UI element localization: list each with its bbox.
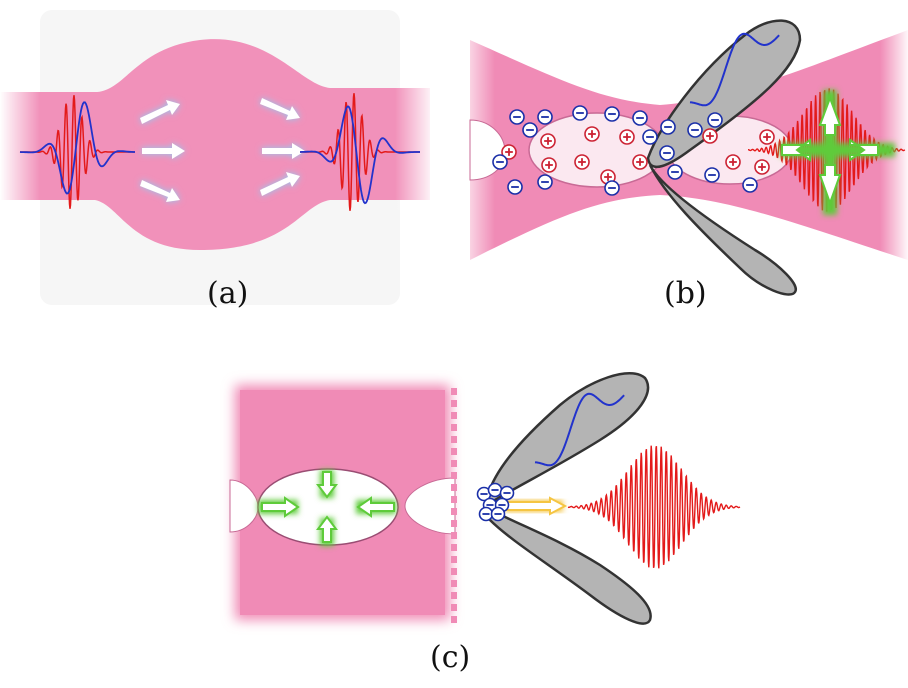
electron-icon bbox=[659, 145, 675, 161]
wave-blue-b bbox=[689, 32, 780, 107]
electron-icon bbox=[660, 119, 676, 135]
arrow-icon bbox=[140, 180, 180, 202]
boundary-dash bbox=[451, 580, 457, 587]
boundary-dash bbox=[451, 520, 457, 527]
arrow-icon bbox=[849, 138, 879, 162]
boundary-dash bbox=[451, 472, 457, 479]
arrow-icon bbox=[140, 100, 180, 124]
boundary-dash bbox=[451, 568, 457, 575]
boundary-dash bbox=[451, 592, 457, 599]
arrow-icon bbox=[142, 143, 185, 159]
ion-icon bbox=[759, 129, 775, 145]
electron-icon bbox=[509, 109, 525, 125]
arrow-icon bbox=[262, 143, 305, 159]
wave-blue-left bbox=[19, 101, 135, 195]
arrow-icon bbox=[260, 172, 300, 196]
ion-icon bbox=[702, 128, 718, 144]
ion-icon bbox=[540, 133, 556, 149]
ion-icon bbox=[725, 154, 741, 170]
boundary-dash bbox=[451, 424, 457, 431]
wave-blue-c bbox=[534, 392, 625, 467]
boundary-dash bbox=[451, 496, 457, 503]
electron-icon bbox=[487, 482, 503, 498]
panel-c bbox=[229, 371, 741, 625]
arrow-icon-group-a bbox=[140, 98, 305, 202]
ion-icon bbox=[541, 157, 557, 173]
electron-beam-icon bbox=[504, 496, 568, 516]
boundary-dash bbox=[451, 616, 457, 623]
ion-icon bbox=[574, 154, 590, 170]
electron-icon bbox=[707, 112, 723, 128]
wave-blue-right bbox=[300, 105, 420, 205]
laser-beam-lower-b bbox=[648, 164, 797, 296]
electron-icon bbox=[490, 506, 506, 522]
electron-icon bbox=[687, 122, 703, 138]
electron-icon bbox=[478, 506, 494, 522]
electron-icon bbox=[537, 109, 553, 125]
electron-icon bbox=[632, 110, 648, 126]
arrow-icon bbox=[260, 98, 300, 120]
arrow-icon bbox=[316, 515, 338, 543]
green-arrow-group-b bbox=[780, 90, 895, 215]
ion-icon bbox=[632, 154, 648, 170]
arrow-icon bbox=[818, 95, 842, 136]
panel-c-label: (c) bbox=[430, 640, 471, 675]
boundary-dash bbox=[451, 412, 457, 419]
ion-group-b bbox=[501, 126, 775, 185]
arrow-icon bbox=[781, 137, 811, 163]
electron-icon bbox=[642, 129, 658, 145]
boundary-dash bbox=[451, 532, 457, 539]
panel-a-label: (a) bbox=[207, 276, 249, 311]
electron-icon bbox=[507, 179, 523, 195]
green-arrow-group-c bbox=[258, 470, 396, 546]
laser-beam-lower-c bbox=[486, 510, 652, 625]
boundary-dash bbox=[451, 604, 457, 611]
arrow-icon bbox=[356, 496, 395, 518]
boundary-dash bbox=[451, 508, 457, 515]
boundary-dash bbox=[451, 544, 457, 551]
boundary-dash bbox=[451, 388, 457, 395]
laser-beam-upper-b bbox=[646, 19, 802, 169]
boundary-dash bbox=[451, 400, 457, 407]
plasma-channel-a bbox=[0, 39, 430, 251]
panel-b-label: (b) bbox=[664, 276, 707, 311]
ion-icon bbox=[754, 159, 770, 175]
boundary-dash bbox=[451, 436, 457, 443]
electron-icon bbox=[499, 485, 515, 501]
ion-icon bbox=[501, 144, 517, 160]
panel-b bbox=[455, 19, 908, 296]
electron-icon bbox=[522, 122, 538, 138]
arrow-icon bbox=[316, 471, 338, 499]
arrow-icon bbox=[261, 496, 300, 518]
plasma-boundary-dashes bbox=[451, 388, 457, 623]
electron-icon bbox=[604, 180, 620, 196]
electron-icon bbox=[604, 106, 620, 122]
ion-icon bbox=[619, 129, 635, 145]
electron-bunch-c bbox=[476, 482, 515, 522]
boundary-dash bbox=[451, 484, 457, 491]
electron-group-b bbox=[492, 105, 758, 196]
electron-icon bbox=[704, 167, 720, 183]
electron-icon bbox=[572, 105, 588, 121]
electron-icon bbox=[492, 154, 508, 170]
boundary-dash bbox=[451, 448, 457, 455]
arrow-icon bbox=[818, 164, 842, 206]
boundary-dash bbox=[451, 556, 457, 563]
panel-a bbox=[0, 10, 435, 305]
ion-icon bbox=[584, 126, 600, 142]
electron-icon bbox=[667, 164, 683, 180]
laser-pulse-red-c bbox=[567, 445, 741, 569]
electron-icon bbox=[742, 177, 758, 193]
boundary-dash bbox=[451, 460, 457, 467]
electron-icon bbox=[537, 174, 553, 190]
